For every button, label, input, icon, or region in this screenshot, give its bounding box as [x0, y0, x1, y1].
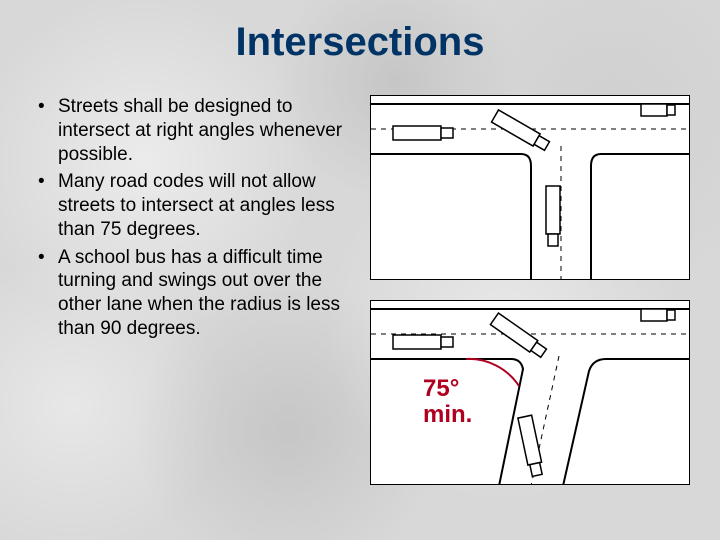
- angle-min: min.: [423, 402, 472, 428]
- figures-column: 75° min.: [370, 95, 690, 485]
- bus-icon: [518, 415, 544, 477]
- bullet-item: A school bus has a difficult time turnin…: [30, 246, 360, 341]
- content-area: Streets shall be designed to intersect a…: [0, 75, 720, 505]
- intersection-75-svg: [371, 301, 690, 485]
- bullet-item: Streets shall be designed to intersect a…: [30, 95, 360, 166]
- angle-label: 75° min.: [423, 376, 472, 429]
- bus-icon: [641, 309, 675, 321]
- bus-icon: [492, 110, 551, 152]
- bus-icon: [393, 126, 453, 140]
- bus-icon: [546, 186, 560, 246]
- bus-icon: [393, 335, 453, 349]
- figure-top: [370, 95, 690, 280]
- bullet-item: Many road codes will not allow streets t…: [30, 170, 360, 241]
- bus-icon: [490, 313, 547, 359]
- intersection-90-svg: [371, 96, 690, 280]
- page-title: Intersections: [0, 0, 720, 75]
- figure-bottom: 75° min.: [370, 300, 690, 485]
- angle-degrees: 75°: [423, 376, 472, 402]
- bus-icon: [641, 104, 675, 116]
- text-column: Streets shall be designed to intersect a…: [30, 95, 370, 485]
- bullet-list: Streets shall be designed to intersect a…: [30, 95, 360, 341]
